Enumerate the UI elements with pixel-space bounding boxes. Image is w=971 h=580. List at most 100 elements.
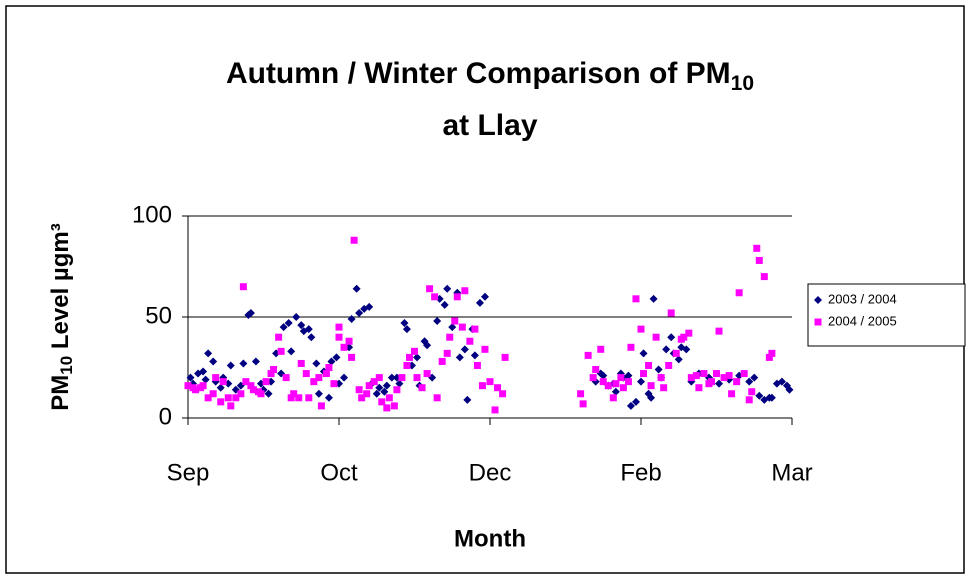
point	[728, 390, 736, 398]
point	[315, 374, 323, 382]
point	[715, 379, 724, 388]
point	[348, 353, 356, 361]
point	[667, 333, 676, 342]
point	[471, 325, 479, 333]
point	[460, 345, 469, 354]
point	[667, 309, 675, 317]
x-tick-label: Mar	[771, 459, 812, 486]
x-axis-label: Month	[454, 525, 526, 552]
point	[335, 323, 343, 331]
point	[363, 390, 371, 398]
point	[470, 351, 479, 360]
point	[375, 383, 384, 392]
point	[383, 404, 391, 412]
point	[491, 406, 499, 414]
point	[378, 398, 386, 406]
point	[204, 394, 212, 402]
point	[340, 373, 349, 382]
point	[352, 284, 361, 293]
point	[589, 374, 597, 382]
point	[267, 370, 275, 378]
point	[433, 394, 441, 402]
point	[395, 379, 404, 388]
point	[257, 390, 265, 398]
point	[226, 361, 235, 370]
point	[292, 313, 301, 321]
point	[458, 323, 466, 331]
point	[297, 321, 306, 330]
point	[216, 383, 225, 392]
point	[700, 370, 708, 378]
point	[631, 397, 640, 406]
point	[358, 394, 366, 402]
point	[413, 374, 421, 382]
point	[645, 361, 653, 369]
chart-title: Autumn / Winter Comparison of PM10	[226, 57, 754, 95]
point	[760, 273, 768, 281]
point	[327, 357, 336, 366]
point	[713, 370, 720, 378]
point	[201, 375, 210, 384]
point	[735, 289, 743, 297]
point	[324, 393, 333, 402]
point	[355, 308, 364, 317]
point	[382, 381, 391, 390]
point	[611, 387, 620, 396]
point	[599, 378, 607, 386]
point	[365, 382, 373, 390]
point	[750, 373, 759, 382]
point	[463, 395, 472, 404]
point	[597, 345, 605, 353]
point	[282, 374, 290, 382]
point	[647, 393, 656, 402]
point	[692, 372, 700, 380]
legend-marker	[814, 318, 822, 326]
point	[672, 349, 680, 357]
point	[451, 317, 459, 325]
point	[431, 293, 439, 301]
point	[340, 343, 348, 351]
point	[745, 396, 753, 404]
point	[632, 295, 640, 303]
legend-marker	[814, 296, 822, 304]
point	[599, 371, 608, 380]
point	[232, 394, 240, 402]
x-tick-label: Oct	[320, 459, 358, 486]
point	[204, 349, 213, 358]
point	[720, 374, 728, 382]
point	[579, 400, 587, 408]
point	[375, 374, 383, 382]
point	[481, 345, 489, 353]
point	[390, 402, 398, 410]
point	[284, 319, 293, 328]
point	[584, 351, 592, 359]
point	[322, 370, 330, 378]
point	[687, 374, 695, 382]
point	[398, 374, 406, 382]
point	[325, 364, 333, 371]
point	[423, 370, 431, 378]
point	[715, 327, 723, 335]
point	[365, 302, 374, 311]
point	[494, 384, 502, 392]
point	[305, 394, 313, 402]
point	[662, 345, 671, 354]
legend-label: 2004 / 2005	[828, 313, 897, 328]
point	[682, 345, 691, 354]
x-tick-label: Sep	[167, 459, 210, 486]
point	[212, 374, 220, 382]
point	[627, 343, 635, 351]
point	[624, 371, 633, 380]
point	[654, 365, 663, 374]
point	[609, 394, 617, 402]
point	[385, 394, 393, 402]
point	[270, 366, 278, 374]
point	[475, 298, 484, 307]
point	[393, 386, 401, 394]
point	[639, 349, 648, 358]
point	[295, 394, 303, 402]
point	[765, 353, 773, 361]
point	[411, 347, 418, 355]
point	[695, 384, 703, 392]
